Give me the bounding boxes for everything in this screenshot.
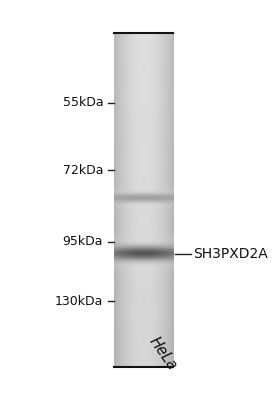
Text: 95kDa: 95kDa	[63, 235, 103, 248]
Text: 72kDa: 72kDa	[63, 164, 103, 177]
Text: 130kDa: 130kDa	[55, 295, 103, 308]
Text: HeLa: HeLa	[146, 334, 179, 373]
Text: SH3PXD2A: SH3PXD2A	[193, 247, 268, 261]
Text: 55kDa: 55kDa	[63, 96, 103, 109]
